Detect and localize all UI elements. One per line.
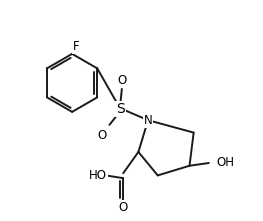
Text: O: O [119, 201, 128, 214]
Text: O: O [117, 74, 127, 87]
Text: HO: HO [89, 169, 107, 182]
Text: OH: OH [216, 156, 234, 170]
Text: O: O [97, 129, 107, 142]
Text: N: N [144, 114, 153, 127]
Text: F: F [73, 40, 80, 53]
Text: S: S [116, 102, 125, 116]
